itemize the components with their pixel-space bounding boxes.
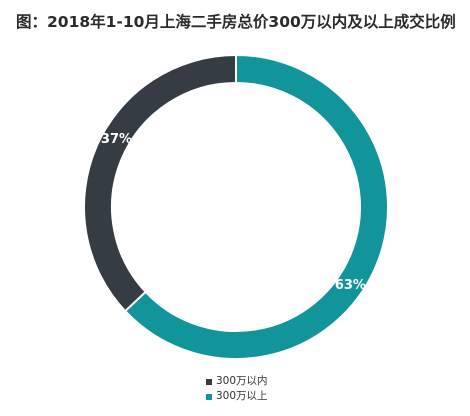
donut-label-over-300: 63% (335, 278, 366, 293)
chart-legend: 300万以内 300万以上 (206, 374, 268, 404)
donut-slice-over-300 (123, 53, 389, 360)
donut-slice-under-300 (83, 53, 237, 313)
donut-label-under-300: 37% (101, 132, 132, 147)
legend-item-over-300: 300万以上 (206, 389, 268, 404)
legend-swatch-over-300 (206, 393, 212, 400)
legend-label-under-300: 300万以内 (216, 375, 268, 387)
legend-label-over-300: 300万以上 (216, 390, 268, 402)
chart-title: 图：2018年1-10月上海二手房总价300万以内及以上成交比例 (16, 13, 456, 31)
legend-item-under-300: 300万以内 (206, 374, 268, 389)
legend-swatch-under-300 (206, 378, 212, 385)
